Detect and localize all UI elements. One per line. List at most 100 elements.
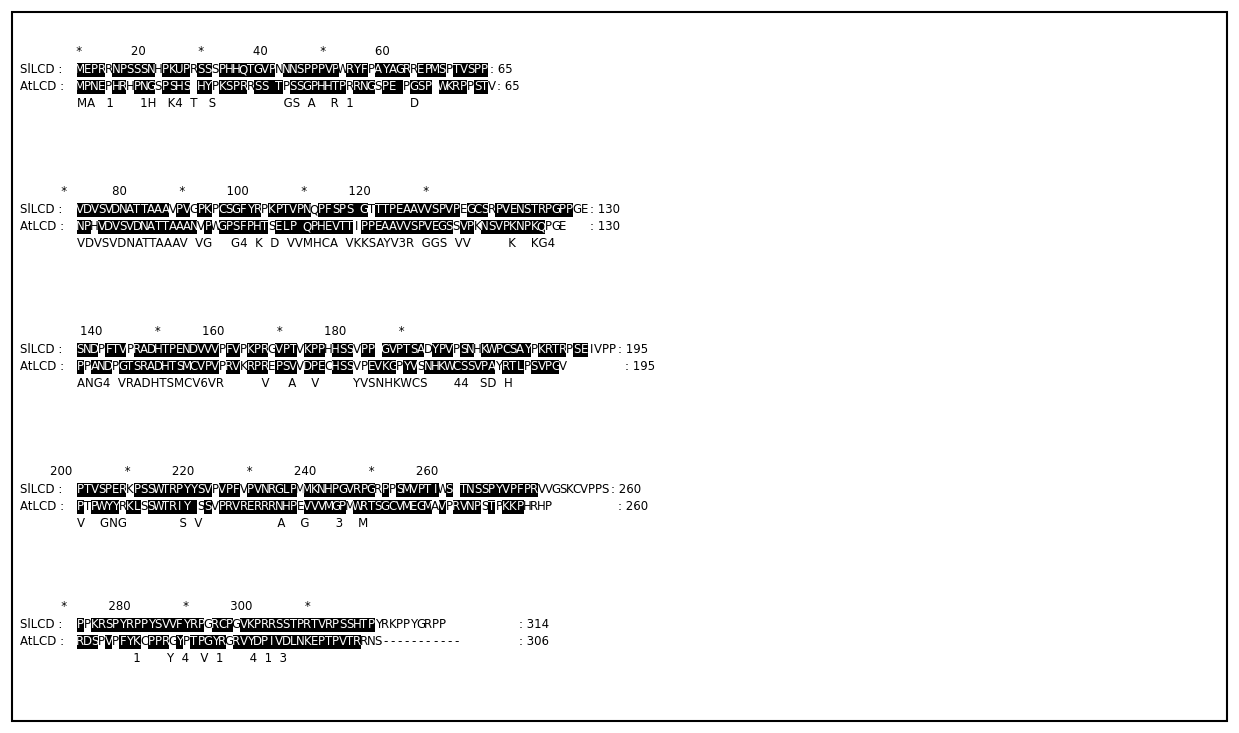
Bar [475,343,481,357]
Bar [119,500,126,514]
Bar [233,203,240,217]
Text: P: P [517,501,524,513]
Bar [212,360,218,374]
Text: G: G [388,361,396,373]
Bar [183,500,191,514]
Text: V: V [275,344,282,356]
Text: Y: Y [147,619,155,631]
Text: N: N [190,221,198,233]
Text: S: S [296,81,304,93]
Text: H: H [325,484,333,496]
Text: N: N [90,81,99,93]
Text: V: V [473,361,482,373]
Text: V: V [488,81,496,93]
Text: R: R [424,619,432,631]
Text: H: H [325,81,333,93]
Text: SlLCD :: SlLCD : [20,344,66,356]
Bar [290,220,296,234]
Bar [318,635,325,649]
Text: T: T [325,636,332,649]
Bar [119,483,126,497]
Bar [353,500,361,514]
Bar [191,220,197,234]
Bar [311,343,318,357]
Bar [134,203,140,217]
Text: P: P [225,221,233,233]
Text: T: T [261,221,269,233]
Text: V: V [502,484,510,496]
Bar [282,618,290,632]
Bar [254,63,261,77]
Bar [382,483,389,497]
Text: P: P [545,361,553,373]
Text: H: H [125,81,134,93]
Text: P: P [339,204,347,216]
Text: R: R [452,501,461,513]
Bar [290,483,296,497]
Bar [452,203,460,217]
Text: N: N [140,221,149,233]
Bar [339,483,347,497]
Bar [374,360,382,374]
Bar [282,80,290,94]
Text: G: G [359,204,369,216]
Text: S: S [282,619,290,631]
Bar [509,500,517,514]
Bar [353,203,361,217]
Bar [353,483,361,497]
Text: P: P [275,204,282,216]
Text: H: H [317,221,326,233]
Text: G: G [551,221,560,233]
Text: R: R [488,204,496,216]
Text: S: S [155,81,162,93]
Text: V: V [332,221,339,233]
Bar [517,483,524,497]
Text: V: V [169,204,176,216]
Text: Y: Y [191,484,197,496]
Bar [84,483,90,497]
Bar [191,635,197,649]
Text: R: R [247,361,255,373]
Bar [410,203,418,217]
Text: P: P [240,344,247,356]
Bar [389,220,396,234]
Text: V: V [211,344,219,356]
Text: V: V [559,361,566,373]
Text: T: T [481,81,488,93]
Text: V: V [211,501,219,513]
Bar [84,343,90,357]
Bar [162,500,169,514]
Text: P: P [261,636,269,649]
Text: R: R [119,484,126,496]
Text: P: P [90,501,98,513]
Bar [84,220,90,234]
Text: M: M [76,81,85,93]
Bar [296,483,304,497]
Bar [147,343,155,357]
Text: V: V [395,501,404,513]
Text: H: H [431,361,440,373]
Bar [311,80,318,94]
Bar [425,500,431,514]
Bar [176,500,183,514]
Bar [261,63,269,77]
Bar [467,500,475,514]
Text: H: H [325,344,333,356]
Text: Y: Y [183,484,191,496]
Bar [538,360,545,374]
Bar [282,63,290,77]
Text: G: G [224,636,234,649]
Bar [382,343,389,357]
Bar [225,635,233,649]
Text: R: R [304,619,311,631]
Text: N: N [515,221,524,233]
Bar [396,360,403,374]
Text: G: G [380,344,390,356]
Text: P: P [475,64,481,76]
Bar [446,500,452,514]
Bar [452,220,460,234]
Text: P: P [290,484,296,496]
Text: P: P [318,64,325,76]
Bar [496,203,503,217]
Bar [261,500,269,514]
